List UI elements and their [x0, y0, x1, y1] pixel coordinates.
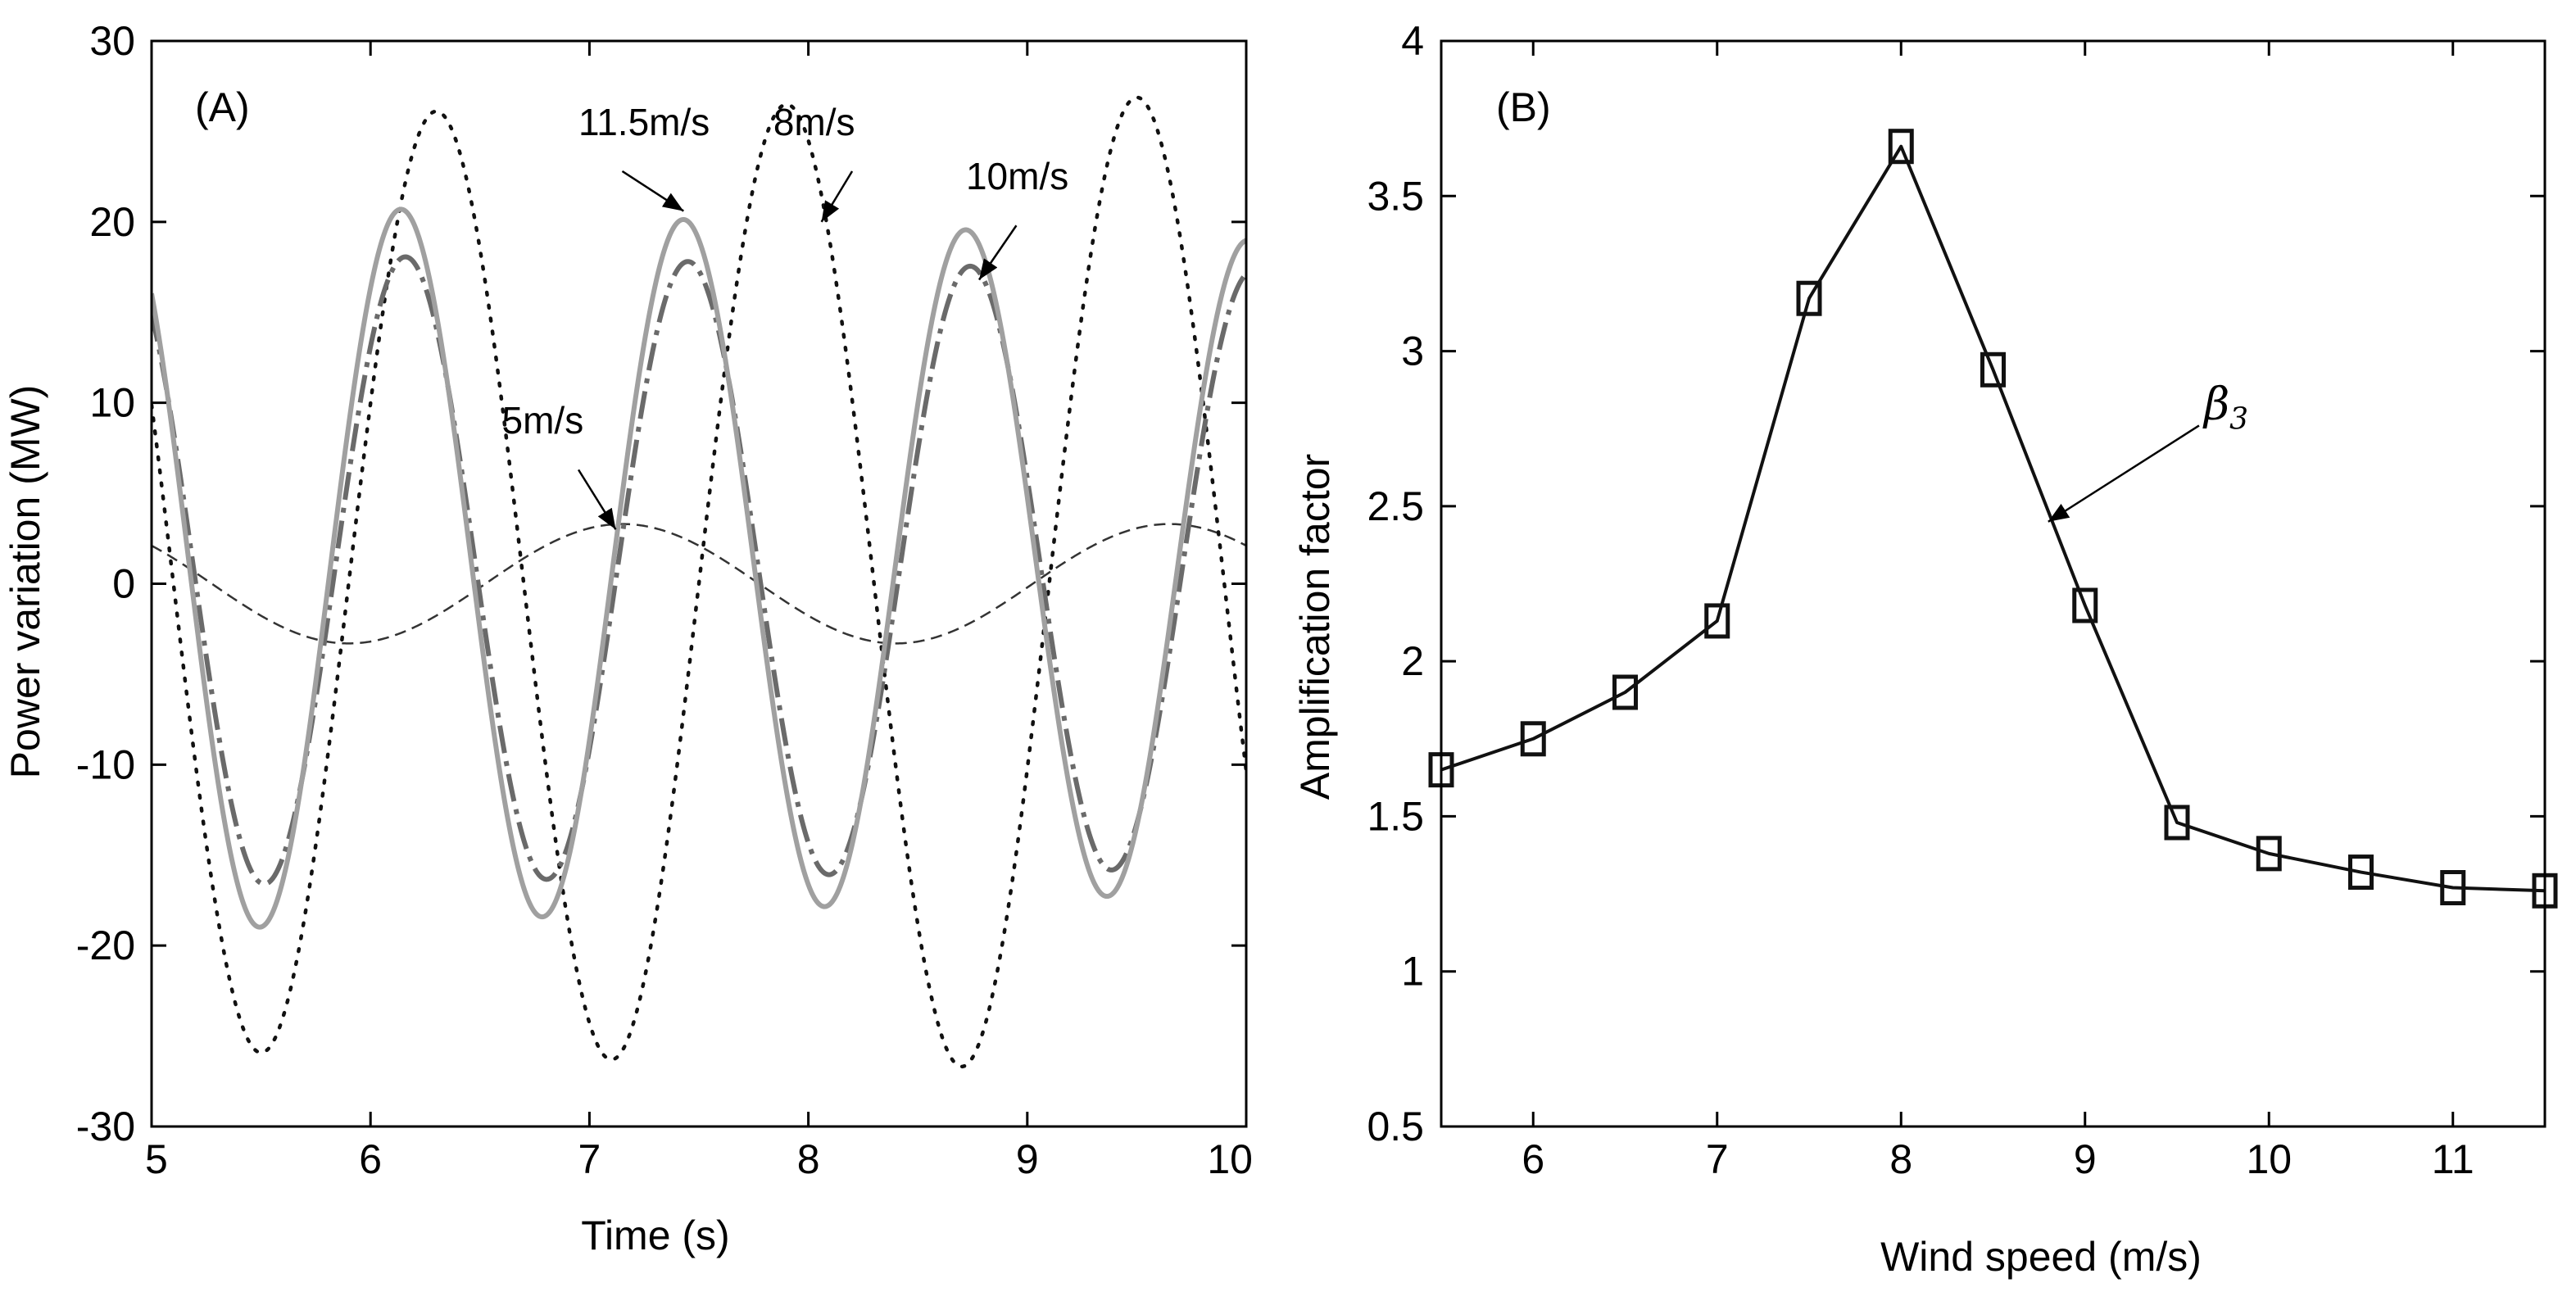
data-point-marker [1888, 129, 1914, 165]
y-tick-label: 2.5 [1367, 483, 1424, 529]
series-line-5ms [152, 523, 1246, 645]
data-point-marker [2348, 854, 2374, 891]
annotation-label: 8m/s [773, 101, 855, 143]
annotation-arrow [621, 170, 684, 212]
y-tick-label: 4 [1401, 18, 1424, 64]
data-point-marker [2164, 805, 2190, 841]
annotation-arrow [2048, 424, 2200, 523]
data-point-marker [1796, 280, 1822, 316]
y-tick-label: 30 [89, 18, 135, 64]
y-tick-label: 3 [1401, 329, 1424, 374]
x-tick-label: 7 [1706, 1136, 1729, 1182]
x-tick-label: 5 [145, 1136, 168, 1182]
y-tick-label: -30 [76, 1104, 135, 1149]
y-tick-label: -20 [76, 922, 135, 968]
beta-symbol: β [2202, 378, 2229, 429]
panel-label: (A) [195, 84, 250, 130]
series-line-8ms [152, 95, 1246, 1069]
data-point-marker [1520, 721, 1546, 757]
x-tick-label: 8 [1889, 1136, 1912, 1182]
data-point-marker [1612, 674, 1638, 710]
plot-area [152, 95, 1246, 1069]
x-axis-label: Time (s) [581, 1213, 729, 1258]
y-tick-label: 2 [1401, 638, 1424, 684]
annotation-arrow [977, 224, 1018, 281]
x-tick-label: 7 [578, 1136, 601, 1182]
x-tick-label: 11 [2432, 1136, 2474, 1182]
annotation-arrow [577, 469, 617, 530]
y-tick-label: 3.5 [1367, 173, 1424, 219]
series-line-3 [1441, 144, 2545, 893]
y-tick-label: 20 [89, 199, 135, 245]
x-tick-label: 10 [1207, 1136, 1253, 1182]
data-point-marker [2256, 836, 2282, 872]
x-tick-label: 6 [1522, 1136, 1544, 1182]
x-axis-label: Wind speed (m/s) [1880, 1234, 2202, 1280]
y-tick-label: 0.5 [1367, 1104, 1424, 1149]
x-tick-label: 10 [2246, 1136, 2292, 1182]
annotation-label: 11.5m/s [578, 101, 710, 143]
x-tick-label: 8 [797, 1136, 820, 1182]
x-tick-label: 9 [2074, 1136, 2097, 1182]
x-tick-label: 9 [1016, 1136, 1039, 1182]
panel-b: 6 7 8 9 10 11 0.5 1 1.5 2 2.5 3 3.5 4 Wind speed (m/s)… [1292, 18, 2558, 1280]
axes-frame [1440, 39, 2547, 1128]
data-point-marker [1704, 603, 1730, 639]
y-axis-label: Power variation (MW) [2, 385, 48, 779]
series-line-115ms [152, 206, 1246, 930]
data-point-marker [2440, 870, 2466, 905]
panel-label: (B) [1496, 84, 1551, 130]
y-axis-label: Amplification factor [1292, 454, 1338, 800]
y-tick-label: 1 [1401, 949, 1424, 995]
beta-subscript: 3 [2229, 402, 2248, 436]
data-point-marker [1980, 351, 2006, 388]
annotation-label: 5m/s [502, 399, 584, 442]
annotation-label: β3 [2202, 378, 2248, 436]
annotation-label: 10m/s [966, 155, 1068, 197]
series-line-10ms [152, 254, 1246, 886]
y-tick-label: 1.5 [1367, 793, 1424, 839]
y-tick-label: 0 [112, 561, 135, 607]
plot-area [1441, 144, 2545, 893]
y-tick-label: -10 [76, 741, 135, 787]
panel-a: 5 6 7 8 9 10 -30 -20 -10 0 10 20 30 Time (s) Power var… [2, 18, 1253, 1258]
annotation-arrow [820, 170, 854, 223]
data-point-marker [2072, 587, 2098, 623]
y-tick-label: 10 [89, 380, 135, 426]
x-tick-label: 6 [359, 1136, 382, 1182]
